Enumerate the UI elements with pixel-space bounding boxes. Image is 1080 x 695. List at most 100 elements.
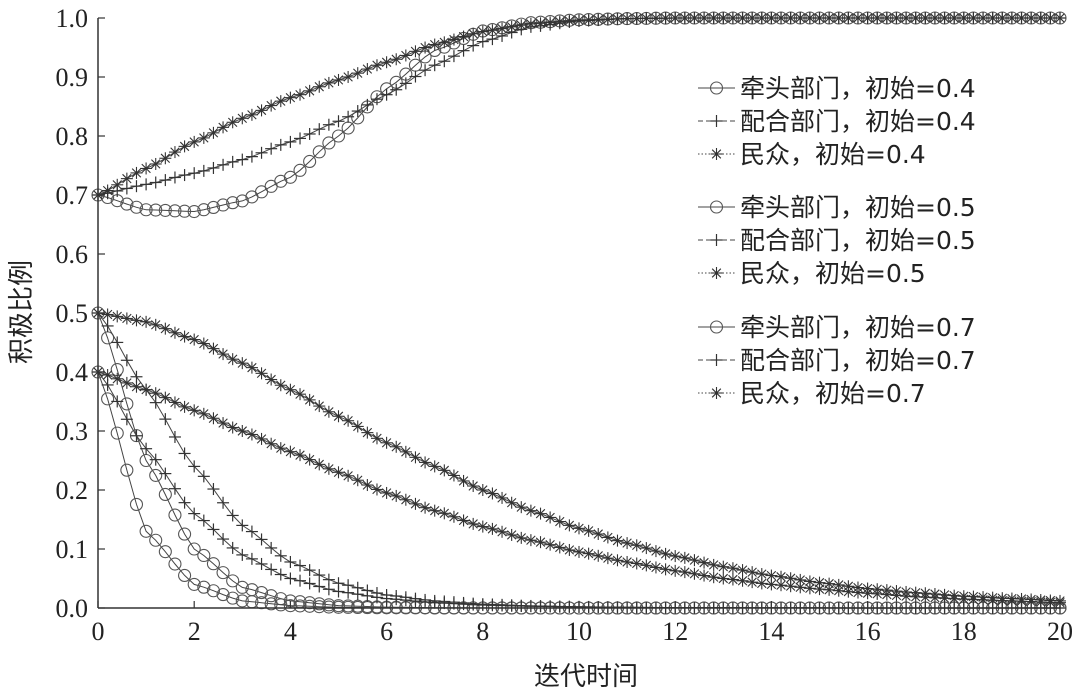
data-point <box>871 587 884 600</box>
data-point <box>101 392 115 406</box>
data-point <box>188 135 201 148</box>
data-point <box>900 590 913 603</box>
y-tick-label: 0.4 <box>56 358 89 387</box>
y-tick-label: 0.5 <box>56 299 89 328</box>
data-point <box>293 163 307 177</box>
data-point <box>611 534 624 547</box>
legend-label: 牵头部门，初始=0.5 <box>740 193 976 222</box>
data-point <box>707 12 720 24</box>
data-point <box>900 12 913 24</box>
data-point <box>890 12 903 24</box>
data-point <box>178 330 191 343</box>
data-point <box>399 594 412 607</box>
data-point <box>698 556 711 569</box>
data-point <box>245 428 258 441</box>
data-point <box>236 519 249 532</box>
data-point <box>178 169 191 182</box>
data-point <box>312 597 326 611</box>
data-point <box>197 203 211 217</box>
data-point <box>322 136 336 150</box>
data-point <box>457 514 470 527</box>
data-point <box>245 552 258 565</box>
data-point <box>467 517 480 530</box>
data-point <box>332 410 345 423</box>
data-point <box>294 88 307 101</box>
data-point <box>592 528 605 541</box>
data-point <box>322 462 335 475</box>
data-point <box>515 501 528 514</box>
data-point <box>139 203 153 217</box>
data-point <box>659 563 672 576</box>
data-point <box>187 204 201 219</box>
data-point <box>159 322 172 335</box>
data-point <box>226 541 239 554</box>
data-point <box>235 594 249 608</box>
legend-marker <box>710 354 723 366</box>
data-point <box>168 326 181 339</box>
data-point <box>207 342 220 355</box>
data-point <box>688 554 701 567</box>
data-point <box>640 12 653 25</box>
data-point <box>265 373 278 386</box>
data-point <box>197 337 210 350</box>
data-point <box>698 569 711 582</box>
data-point <box>149 203 163 217</box>
data-point <box>361 426 374 439</box>
data-point <box>254 185 269 199</box>
data-point <box>284 383 297 396</box>
data-point <box>467 480 480 493</box>
data-point <box>120 197 134 211</box>
data-point <box>313 580 326 593</box>
data-point <box>515 19 528 32</box>
legend-item: 民众，初始=0.5 <box>698 259 926 288</box>
data-point <box>361 63 374 76</box>
data-point <box>765 12 778 24</box>
x-tick-label: 8 <box>476 617 489 646</box>
data-point <box>755 577 768 590</box>
data-point <box>303 84 316 97</box>
data-point <box>380 436 393 449</box>
data-point <box>236 548 249 561</box>
data-point <box>139 524 153 538</box>
data-point <box>207 412 220 425</box>
data-point <box>630 557 643 570</box>
data-point <box>861 587 874 600</box>
data-point <box>601 552 614 565</box>
data-point <box>111 178 124 191</box>
data-point <box>649 12 662 25</box>
data-point <box>476 35 489 48</box>
data-point <box>130 380 143 393</box>
data-point <box>447 510 460 523</box>
data-point <box>265 142 278 155</box>
data-point <box>111 395 124 408</box>
legend-label: 配合部门，初始=0.5 <box>740 226 976 255</box>
data-point <box>120 354 133 367</box>
legend-marker <box>710 267 723 279</box>
data-point <box>331 129 346 143</box>
data-point <box>159 391 172 404</box>
y-tick-label: 0.2 <box>56 476 89 505</box>
data-point <box>178 447 191 460</box>
data-point <box>236 112 249 125</box>
data-point <box>197 514 210 527</box>
data-point <box>476 484 489 496</box>
data-point <box>688 567 701 580</box>
data-point <box>294 574 307 587</box>
data-point <box>158 203 172 217</box>
data-point <box>1025 12 1038 24</box>
data-point <box>505 20 518 33</box>
legend-marker <box>709 81 724 95</box>
x-tick-label: 18 <box>951 617 977 646</box>
data-point <box>457 474 470 487</box>
data-point <box>409 70 422 83</box>
x-tick-label: 6 <box>380 617 393 646</box>
data-point <box>524 534 537 547</box>
data-point <box>919 591 932 604</box>
data-point <box>438 507 451 520</box>
data-point <box>409 45 422 58</box>
data-point <box>794 581 807 594</box>
data-point <box>168 430 181 443</box>
y-tick-label: 0.7 <box>56 181 89 210</box>
data-point <box>255 104 268 117</box>
data-point <box>178 204 192 218</box>
